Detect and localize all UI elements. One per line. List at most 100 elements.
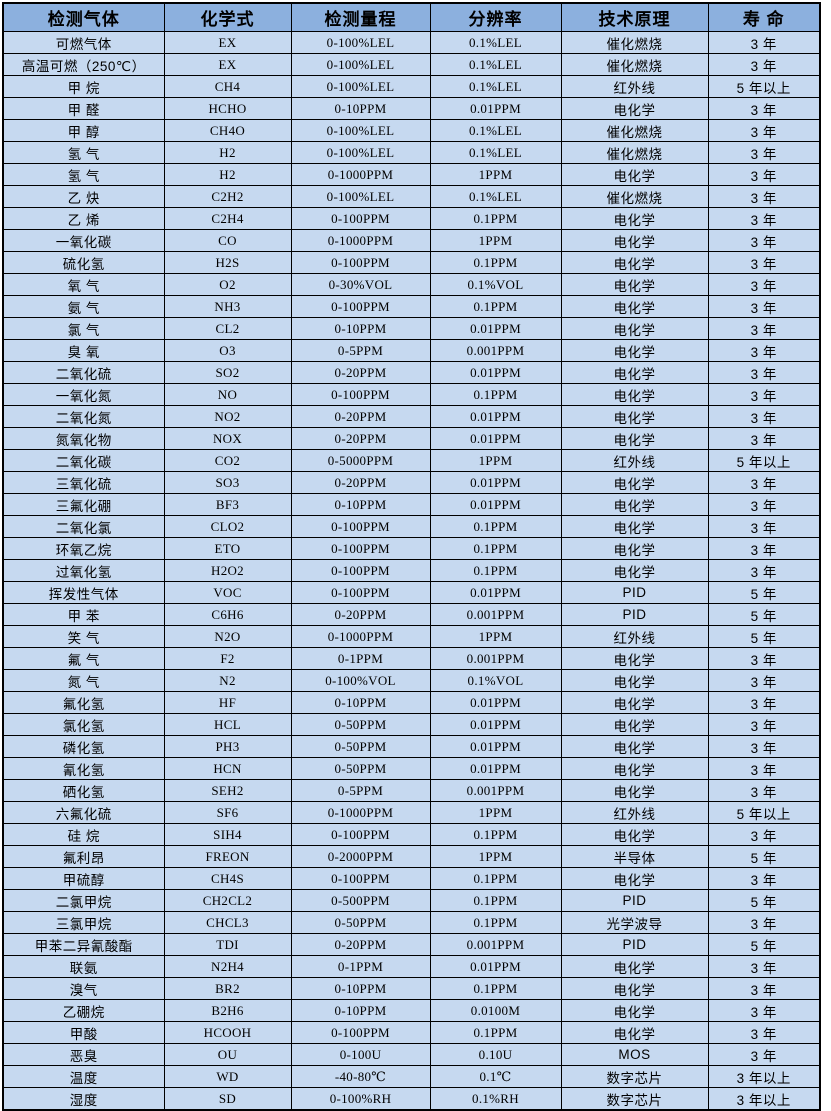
cell-resolution: 0.001PPM <box>429 339 562 362</box>
cell-life: 3 年 <box>707 427 821 450</box>
cell-name: 氰化氢 <box>2 757 165 780</box>
table-row: 甲 醇 CH4O 0-100%LEL 0.1%LEL 催化燃烧 3 年 <box>2 119 821 142</box>
cell-resolution: 0.1PPM <box>429 207 562 230</box>
cell-life: 5 年 <box>707 889 821 912</box>
cell-tech: 电化学 <box>560 779 709 802</box>
cell-range: 0-5000PPM <box>290 449 431 472</box>
cell-life: 3 年 <box>707 691 821 714</box>
cell-resolution: 1PPM <box>429 801 562 824</box>
table-row: 三氧化硫 SO3 0-20PPM 0.01PPM 电化学 3 年 <box>2 471 821 494</box>
table-row: 硒化氢 SEH2 0-5PPM 0.001PPM 电化学 3 年 <box>2 779 821 802</box>
cell-life: 3 年 <box>707 317 821 340</box>
table-row: 温度 WD -40-80℃ 0.1℃ 数字芯片 3 年以上 <box>2 1065 821 1088</box>
cell-formula: PH3 <box>163 735 292 758</box>
cell-range: 0-10PPM <box>290 97 431 120</box>
cell-formula: OU <box>163 1043 292 1066</box>
cell-tech: PID <box>560 933 709 956</box>
table-row: 氟化氢 HF 0-10PPM 0.01PPM 电化学 3 年 <box>2 691 821 714</box>
cell-life: 3 年 <box>707 119 821 142</box>
cell-life: 3 年 <box>707 559 821 582</box>
cell-resolution: 0.01PPM <box>429 713 562 736</box>
table-row: 三氟化硼 BF3 0-10PPM 0.01PPM 电化学 3 年 <box>2 493 821 516</box>
cell-life: 3 年 <box>707 273 821 296</box>
cell-life: 3 年 <box>707 779 821 802</box>
table-row: 乙硼烷 B2H6 0-10PPM 0.0100M 电化学 3 年 <box>2 999 821 1022</box>
cell-resolution: 0.1PPM <box>429 889 562 912</box>
cell-name: 乙 炔 <box>2 185 165 208</box>
cell-tech: 电化学 <box>560 647 709 670</box>
cell-life: 3 年 <box>707 713 821 736</box>
cell-formula: H2O2 <box>163 559 292 582</box>
cell-life: 3 年 <box>707 493 821 516</box>
cell-range: 0-100PPM <box>290 383 431 406</box>
cell-name: 甲硫醇 <box>2 867 165 890</box>
cell-formula: H2S <box>163 251 292 274</box>
table-header: 检测气体 化学式 检测量程 分辨率 技术原理 寿 命 <box>2 2 821 32</box>
cell-tech: 电化学 <box>560 493 709 516</box>
cell-tech: 电化学 <box>560 823 709 846</box>
cell-resolution: 0.01PPM <box>429 691 562 714</box>
cell-life: 5 年 <box>707 845 821 868</box>
cell-range: 0-20PPM <box>290 603 431 626</box>
cell-range: 0-1000PPM <box>290 163 431 186</box>
cell-resolution: 1PPM <box>429 449 562 472</box>
cell-tech: 红外线 <box>560 449 709 472</box>
cell-formula: NO <box>163 383 292 406</box>
cell-life: 3 年 <box>707 867 821 890</box>
cell-name: 甲 苯 <box>2 603 165 626</box>
cell-formula: SF6 <box>163 801 292 824</box>
cell-life: 5 年以上 <box>707 801 821 824</box>
cell-name: 高温可燃（250℃） <box>2 53 165 76</box>
cell-name: 温度 <box>2 1065 165 1088</box>
cell-formula: EX <box>163 31 292 54</box>
cell-formula: O2 <box>163 273 292 296</box>
cell-name: 过氧化氢 <box>2 559 165 582</box>
cell-range: 0-1000PPM <box>290 801 431 824</box>
cell-tech: 数字芯片 <box>560 1087 709 1111</box>
cell-range: 0-100PPM <box>290 559 431 582</box>
cell-range: 0-100PPM <box>290 867 431 890</box>
cell-name: 乙硼烷 <box>2 999 165 1022</box>
cell-resolution: 0.01PPM <box>429 317 562 340</box>
cell-resolution: 0.1%RH <box>429 1087 562 1111</box>
cell-life: 3 年 <box>707 1043 821 1066</box>
cell-resolution: 0.1℃ <box>429 1065 562 1088</box>
cell-name: 磷化氢 <box>2 735 165 758</box>
cell-formula: CLO2 <box>163 515 292 538</box>
cell-range: 0-20PPM <box>290 933 431 956</box>
cell-tech: 电化学 <box>560 713 709 736</box>
cell-name: 可燃气体 <box>2 31 165 54</box>
cell-resolution: 0.01PPM <box>429 471 562 494</box>
cell-name: 氢 气 <box>2 141 165 164</box>
cell-range: 0-20PPM <box>290 471 431 494</box>
cell-name: 二氧化碳 <box>2 449 165 472</box>
table-header-row: 检测气体 化学式 检测量程 分辨率 技术原理 寿 命 <box>2 2 821 32</box>
cell-formula: N2O <box>163 625 292 648</box>
cell-formula: O3 <box>163 339 292 362</box>
table-row: 联氨 N2H4 0-1PPM 0.01PPM 电化学 3 年 <box>2 955 821 978</box>
table-row: 一氧化碳 CO 0-1000PPM 1PPM 电化学 3 年 <box>2 229 821 252</box>
cell-life: 3 年 <box>707 97 821 120</box>
cell-tech: 电化学 <box>560 537 709 560</box>
cell-range: 0-20PPM <box>290 427 431 450</box>
cell-formula: CO <box>163 229 292 252</box>
cell-range: 0-5PPM <box>290 339 431 362</box>
cell-life: 3 年 <box>707 53 821 76</box>
cell-formula: NOX <box>163 427 292 450</box>
cell-life: 5 年 <box>707 603 821 626</box>
cell-resolution: 0.01PPM <box>429 405 562 428</box>
cell-formula: SD <box>163 1087 292 1111</box>
table-row: 硅 烷 SIH4 0-100PPM 0.1PPM 电化学 3 年 <box>2 823 821 846</box>
cell-resolution: 0.1%LEL <box>429 141 562 164</box>
cell-resolution: 0.1PPM <box>429 867 562 890</box>
cell-tech: 催化燃烧 <box>560 141 709 164</box>
cell-tech: 红外线 <box>560 625 709 648</box>
cell-formula: C2H2 <box>163 185 292 208</box>
cell-tech: 电化学 <box>560 295 709 318</box>
cell-name: 臭 氧 <box>2 339 165 362</box>
cell-formula: C6H6 <box>163 603 292 626</box>
cell-life: 3 年以上 <box>707 1087 821 1111</box>
cell-range: 0-100PPM <box>290 1021 431 1044</box>
cell-range: 0-1000PPM <box>290 625 431 648</box>
table-row: 氰化氢 HCN 0-50PPM 0.01PPM 电化学 3 年 <box>2 757 821 780</box>
